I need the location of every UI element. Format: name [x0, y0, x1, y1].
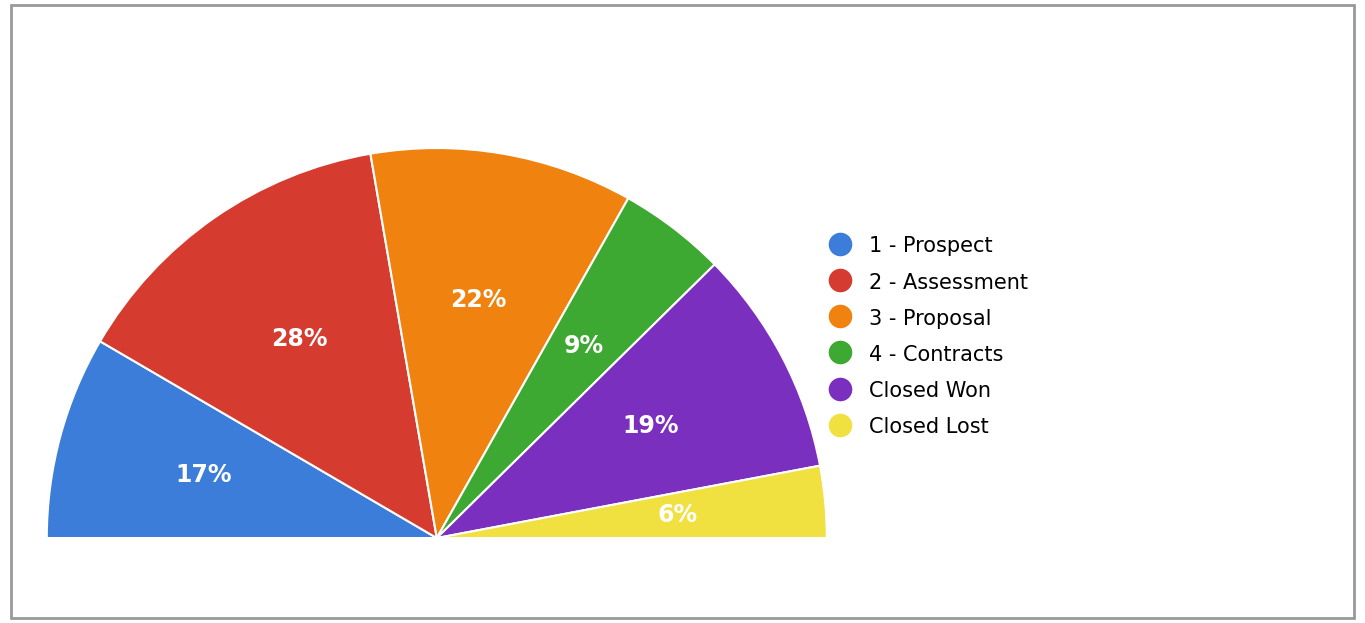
- Wedge shape: [437, 264, 820, 538]
- Wedge shape: [46, 538, 827, 623]
- Text: Opportunity Statuses: Opportunity Statuses: [48, 44, 369, 70]
- Text: 17%: 17%: [175, 463, 232, 487]
- Wedge shape: [46, 341, 437, 538]
- Wedge shape: [437, 198, 715, 538]
- Wedge shape: [437, 465, 827, 538]
- Text: 6%: 6%: [658, 503, 698, 528]
- Legend: 1 - Prospect, 2 - Assessment, 3 - Proposal, 4 - Contracts, Closed Won, Closed Lo: 1 - Prospect, 2 - Assessment, 3 - Propos…: [830, 236, 1028, 437]
- Wedge shape: [370, 148, 628, 538]
- Text: 19%: 19%: [622, 414, 680, 438]
- Text: 28%: 28%: [270, 327, 328, 351]
- Wedge shape: [100, 154, 437, 538]
- Text: 9%: 9%: [564, 334, 603, 358]
- Text: 22%: 22%: [450, 288, 506, 312]
